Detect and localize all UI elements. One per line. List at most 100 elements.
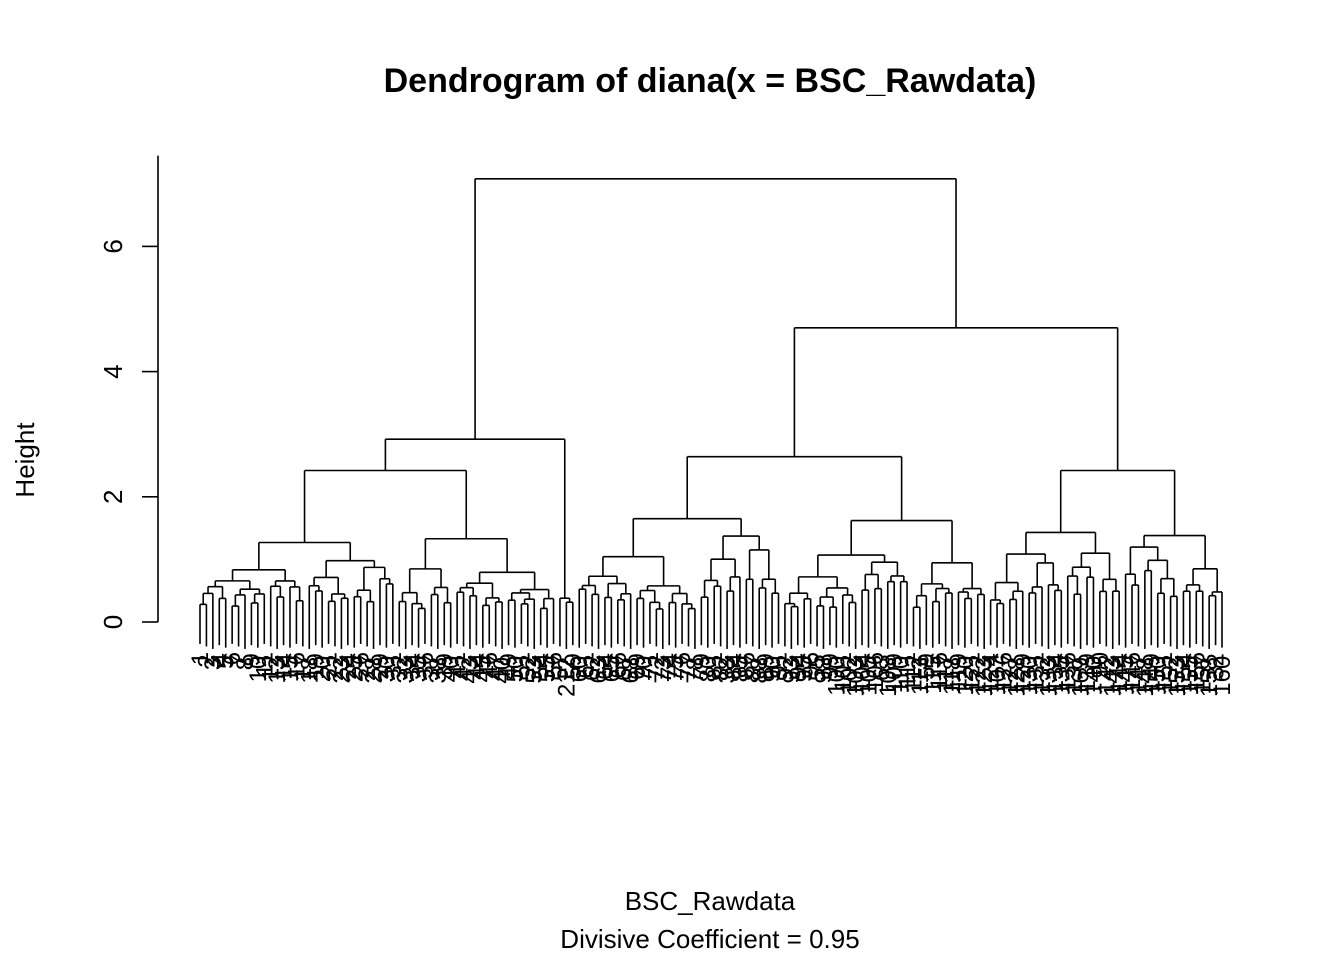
leaf-label: 146 bbox=[1119, 652, 1146, 692]
leaf-label: 82 bbox=[708, 654, 735, 681]
leaf-label: 68 bbox=[618, 657, 645, 684]
leaf-label: 16 bbox=[283, 652, 310, 679]
leaf-label: 26 bbox=[348, 652, 375, 679]
leaf-label: 212 bbox=[553, 657, 580, 697]
leaf-label: 3 bbox=[200, 657, 227, 670]
leaf-label: 106 bbox=[862, 652, 889, 692]
divisive-coefficient: Divisive Coefficient = 0.95 bbox=[560, 924, 859, 954]
leaf-label: 105 bbox=[855, 656, 882, 696]
leaf-label: 126 bbox=[990, 652, 1017, 692]
dendrogram-tree bbox=[199, 177, 1223, 649]
leaf-label: 17 bbox=[290, 654, 317, 681]
leaf-label: 147 bbox=[1125, 654, 1152, 694]
y-tick-label: 0 bbox=[98, 615, 128, 629]
leaf-label: 63 bbox=[586, 657, 613, 684]
leaf-label: 50 bbox=[502, 656, 529, 683]
leaf-label: 160 bbox=[1209, 656, 1236, 696]
leaf-label: 85 bbox=[727, 656, 754, 683]
leaf-label: 110 bbox=[888, 656, 915, 694]
leaf-label: 154 bbox=[1170, 653, 1197, 693]
leaf-label: 98 bbox=[810, 657, 837, 684]
leaf-label: 118 bbox=[939, 657, 966, 695]
leaf-label: 100 bbox=[823, 656, 850, 696]
leaf-label: 90 bbox=[759, 656, 786, 683]
leaf-label: 123 bbox=[971, 657, 998, 697]
leaf-label: 59 bbox=[560, 653, 587, 680]
leaf-label: 81 bbox=[701, 652, 728, 679]
leaf-label: 86 bbox=[733, 652, 760, 679]
leaf-label: 25 bbox=[341, 656, 368, 683]
leaf-label: 28 bbox=[361, 657, 388, 684]
leaf-label: 116 bbox=[926, 652, 953, 690]
leaf-label: 96 bbox=[798, 652, 825, 679]
leaf-label: 152 bbox=[1158, 654, 1185, 694]
leaf-label: 122 bbox=[965, 654, 992, 694]
leaf-label: 134 bbox=[1042, 653, 1069, 693]
leaf-label: 7 bbox=[226, 654, 253, 667]
leaf-label: 31 bbox=[380, 652, 407, 679]
leaf-label: 169 bbox=[1068, 657, 1095, 697]
leaf-label: 75 bbox=[663, 656, 690, 683]
leaf-label: 130 bbox=[1016, 656, 1043, 696]
leaf-label: 156 bbox=[1183, 652, 1210, 692]
leaf-label: 35 bbox=[406, 656, 433, 683]
leaf-label: 157 bbox=[1190, 654, 1217, 694]
leaf-label: 80 bbox=[695, 656, 722, 683]
leaf-label: 111 bbox=[894, 652, 921, 688]
leaf-label: 103 bbox=[843, 657, 870, 697]
leaf-label: 95 bbox=[791, 656, 818, 683]
leaf-label: 12 bbox=[258, 654, 285, 681]
leaf-label: 44 bbox=[463, 653, 490, 680]
leaf-label: 131 bbox=[1023, 652, 1050, 692]
leaf-label: 127 bbox=[997, 654, 1024, 694]
leaf-label: 8 bbox=[232, 657, 259, 670]
leaf-label: 71 bbox=[637, 652, 664, 679]
leaf-label: 158 bbox=[1196, 657, 1223, 697]
leaf-label: 55 bbox=[534, 656, 561, 683]
leaf-label: 30 bbox=[373, 656, 400, 683]
leaf-label: 64 bbox=[592, 653, 619, 680]
leaf-label: 108 bbox=[875, 657, 902, 697]
leaf-label: 45 bbox=[470, 656, 497, 683]
leaf-label: 23 bbox=[328, 657, 355, 684]
leaf-label: 60 bbox=[566, 656, 593, 683]
leaf-label: 32 bbox=[1203, 653, 1230, 680]
leaf-label: 62 bbox=[579, 654, 606, 681]
leaf-label: 149 bbox=[1138, 653, 1165, 693]
leaf-label: 11 bbox=[251, 652, 278, 677]
y-axis: 0 2 4 6 bbox=[98, 155, 159, 629]
leaf-label: 19 bbox=[303, 653, 330, 680]
x-axis-label: BSC_Rawdata bbox=[625, 886, 796, 916]
leaf-label: 148 bbox=[1132, 657, 1159, 697]
leaf-label: 73 bbox=[650, 657, 677, 684]
leaf-label: 76 bbox=[669, 652, 696, 679]
leaf-label: 49 bbox=[496, 653, 523, 680]
leaf-label: 5 bbox=[213, 656, 240, 669]
leaf-label: 74 bbox=[656, 653, 683, 680]
leaf-label: 24 bbox=[335, 653, 362, 680]
leaf-label: 143 bbox=[1100, 657, 1127, 697]
leaf-label: 77 bbox=[676, 654, 703, 681]
leaf-label: 70 bbox=[631, 656, 658, 683]
leaf-label: 113 bbox=[907, 657, 934, 695]
leaf-label: 29 bbox=[367, 653, 394, 680]
leaf-label: 145 bbox=[1113, 656, 1140, 696]
leaf-label: 43 bbox=[457, 657, 484, 684]
leaf-label: 129 bbox=[1010, 653, 1037, 693]
leaf-label: 133 bbox=[1035, 657, 1062, 697]
leaf-label: 90 bbox=[1087, 652, 1114, 679]
leaf-label: 112 bbox=[900, 654, 927, 692]
leaf-label: 128 bbox=[1003, 657, 1030, 697]
leaf-label: 21 bbox=[316, 652, 343, 679]
leaf-label: 135 bbox=[1048, 656, 1075, 696]
leaf-label: 53 bbox=[521, 657, 548, 684]
leaf-label: 59 bbox=[913, 653, 940, 680]
leaf-label: 88 bbox=[746, 657, 773, 684]
leaf-label: 84 bbox=[720, 653, 747, 680]
leaf-label: 115 bbox=[920, 656, 947, 694]
leaf-label: 51 bbox=[508, 652, 535, 679]
leaf-label: 89 bbox=[753, 653, 780, 680]
leaf-label: 38 bbox=[425, 657, 452, 684]
leaf-label: 22 bbox=[322, 654, 349, 681]
